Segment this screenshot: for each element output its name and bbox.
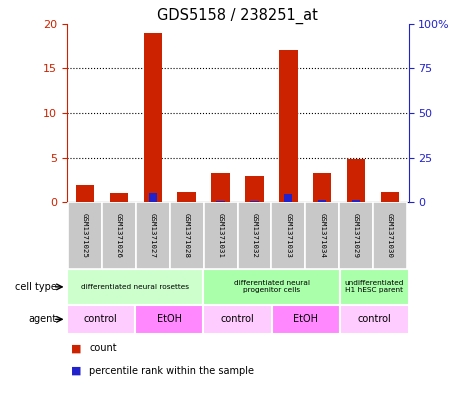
Bar xyxy=(177,192,196,202)
Text: GSM1371034: GSM1371034 xyxy=(319,213,325,258)
Bar xyxy=(271,202,305,269)
Text: differentiated neural
progenitor cells: differentiated neural progenitor cells xyxy=(234,280,310,294)
Text: ■: ■ xyxy=(71,343,82,353)
Text: GSM1371033: GSM1371033 xyxy=(285,213,291,258)
Bar xyxy=(204,202,238,269)
Text: GSM1371029: GSM1371029 xyxy=(353,213,359,258)
Bar xyxy=(339,202,373,269)
Text: undifferentiated
H1 hESC parent: undifferentiated H1 hESC parent xyxy=(345,280,404,294)
Bar xyxy=(347,160,365,202)
Bar xyxy=(373,202,407,269)
Text: control: control xyxy=(84,314,118,324)
Bar xyxy=(102,202,136,269)
Text: GSM1371031: GSM1371031 xyxy=(218,213,224,258)
Bar xyxy=(318,200,326,202)
Text: GSM1371025: GSM1371025 xyxy=(82,213,88,258)
Bar xyxy=(250,201,258,202)
Bar xyxy=(352,200,360,202)
Bar xyxy=(68,202,102,269)
Bar xyxy=(340,269,408,305)
Bar xyxy=(170,202,204,269)
Bar xyxy=(203,305,272,334)
Text: EtOH: EtOH xyxy=(294,314,318,324)
Text: agent: agent xyxy=(29,314,57,324)
Bar xyxy=(203,269,340,305)
Bar xyxy=(305,202,339,269)
Bar xyxy=(279,50,298,202)
Bar xyxy=(245,176,264,202)
Bar xyxy=(149,193,157,202)
Bar xyxy=(284,194,293,202)
Bar xyxy=(380,192,399,202)
Text: cell type: cell type xyxy=(15,282,57,292)
Bar xyxy=(143,33,162,202)
Bar xyxy=(313,173,332,202)
Bar xyxy=(217,200,225,202)
Text: GSM1371030: GSM1371030 xyxy=(387,213,393,258)
Bar xyxy=(272,305,340,334)
Text: differentiated neural rosettes: differentiated neural rosettes xyxy=(81,284,189,290)
Text: GSM1371028: GSM1371028 xyxy=(184,213,190,258)
Bar xyxy=(66,269,203,305)
Bar xyxy=(136,202,170,269)
Title: GDS5158 / 238251_at: GDS5158 / 238251_at xyxy=(157,7,318,24)
Bar xyxy=(110,193,128,202)
Bar xyxy=(238,202,271,269)
Bar xyxy=(76,185,95,202)
Text: GSM1371032: GSM1371032 xyxy=(251,213,257,258)
Text: EtOH: EtOH xyxy=(157,314,181,324)
Text: GSM1371026: GSM1371026 xyxy=(116,213,122,258)
Text: ■: ■ xyxy=(71,366,82,376)
Text: count: count xyxy=(89,343,117,353)
Bar xyxy=(135,305,203,334)
Bar xyxy=(211,173,230,202)
Text: control: control xyxy=(357,314,391,324)
Text: control: control xyxy=(220,314,255,324)
Bar xyxy=(66,305,135,334)
Text: GSM1371027: GSM1371027 xyxy=(150,213,156,258)
Bar xyxy=(340,305,408,334)
Text: percentile rank within the sample: percentile rank within the sample xyxy=(89,366,254,376)
